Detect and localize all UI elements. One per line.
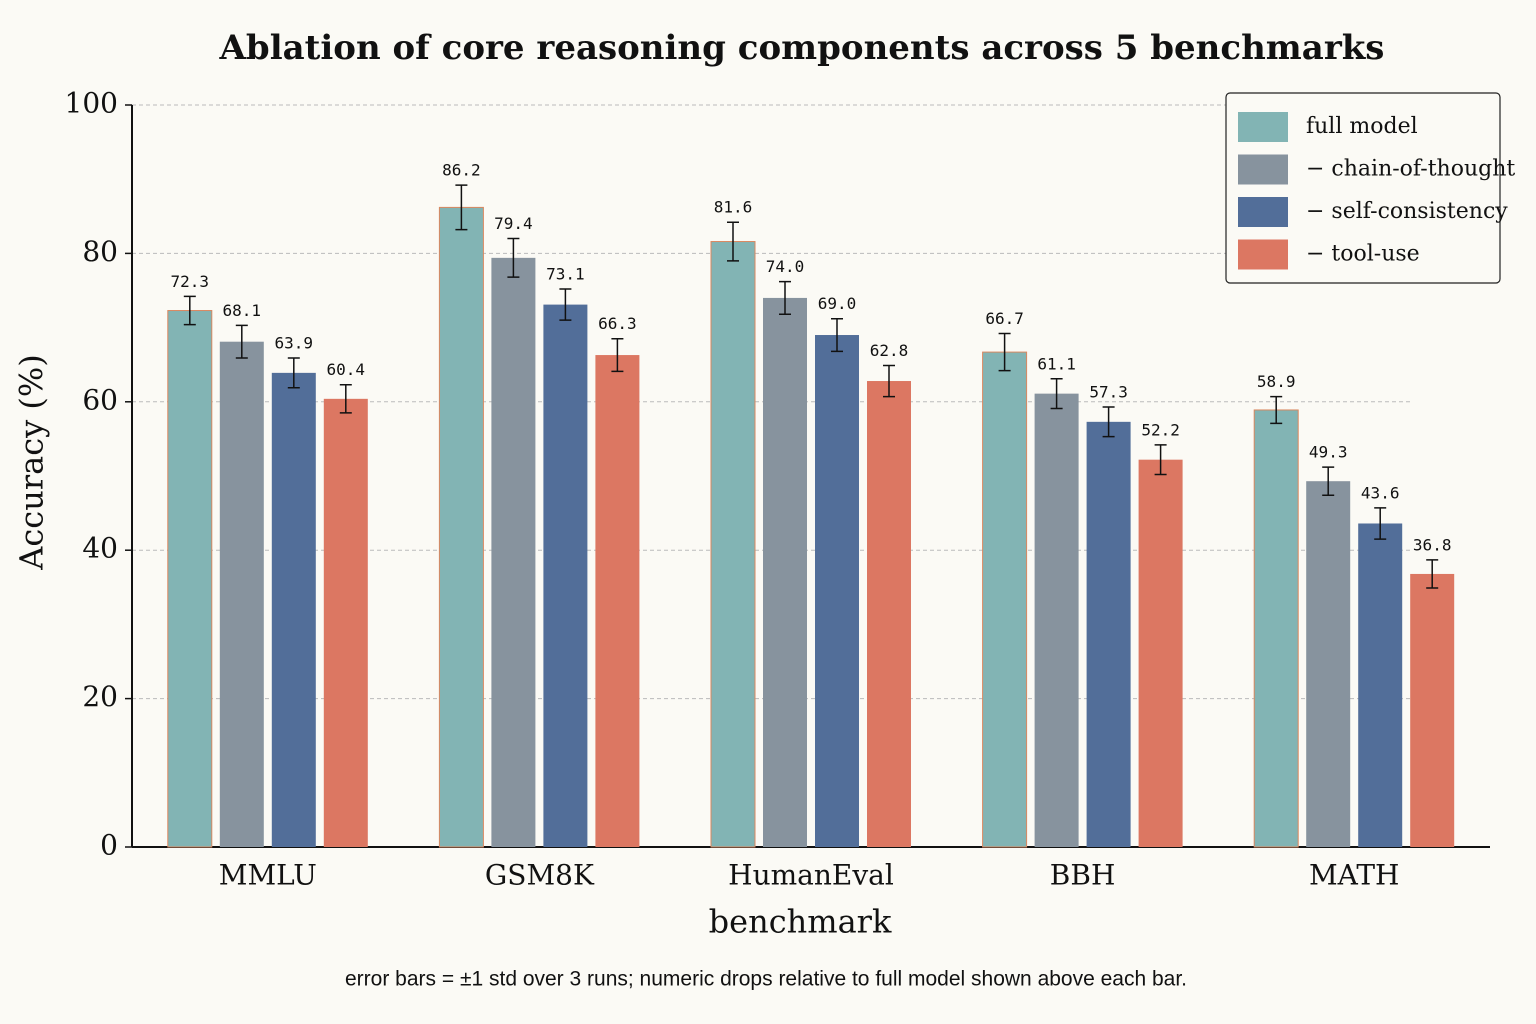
value-label: 74.0: [766, 257, 805, 276]
bar: [219, 341, 264, 847]
x-tick-label: GSM8K: [485, 859, 595, 892]
error-bar: [183, 295, 196, 326]
error-bar: [727, 221, 739, 262]
error-bar: [1102, 406, 1115, 438]
error-bar: [998, 332, 1011, 372]
value-label: 68.1: [223, 301, 262, 320]
bar: [1410, 573, 1455, 847]
value-label: 86.2: [442, 161, 481, 180]
bar: [323, 398, 368, 847]
bar: [1253, 409, 1299, 848]
bar: [543, 304, 588, 847]
footnote: error bars = ±1 std over 3 runs; numeric…: [345, 968, 1187, 991]
legend-label: − self-consistency: [1306, 199, 1508, 224]
legend-swatch: [1238, 112, 1288, 142]
error-bar: [1050, 378, 1063, 410]
bar: [1034, 393, 1079, 847]
bar: [595, 355, 640, 847]
legend-swatch: [1238, 239, 1288, 270]
y-tick-label: 20: [82, 680, 118, 713]
value-label: 79.4: [494, 214, 533, 233]
error-bar: [1270, 395, 1283, 425]
error-bar: [1374, 507, 1387, 540]
value-label: 62.8: [870, 341, 909, 360]
value-label: 52.2: [1141, 420, 1180, 439]
x-tick-label: BBH: [1050, 859, 1116, 892]
error-bar: [287, 357, 300, 389]
legend-swatch: [1238, 154, 1288, 185]
value-label: 63.9: [275, 334, 314, 353]
error-bar: [1322, 466, 1335, 497]
value-label: 66.7: [985, 309, 1024, 328]
error-bar: [883, 364, 895, 398]
error-bar: [1426, 559, 1439, 589]
x-tick-label: MMLU: [219, 859, 317, 892]
error-bar: [339, 383, 352, 414]
legend-label: − chain-of-thought: [1306, 157, 1515, 182]
legend-swatch: [1238, 197, 1288, 227]
error-bar: [1154, 444, 1167, 476]
y-tick-label: 80: [82, 235, 118, 268]
value-label: 36.8: [1413, 535, 1452, 554]
value-label: 43.6: [1361, 483, 1400, 502]
y-tick-label: 40: [82, 532, 118, 565]
value-label: 49.3: [1309, 443, 1348, 462]
value-label: 81.6: [714, 198, 753, 217]
value-label: 58.9: [1257, 372, 1296, 391]
legend-label: full model: [1306, 114, 1418, 139]
bar: [491, 257, 536, 847]
error-bar: [611, 337, 624, 373]
value-label: 73.1: [546, 265, 585, 284]
bar: [1358, 523, 1403, 847]
error-bar: [831, 317, 843, 353]
y-tick-label: 100: [65, 87, 118, 120]
value-label: 61.1: [1037, 354, 1076, 373]
value-label: 57.3: [1089, 382, 1128, 401]
y-axis-label: Accuracy (%): [13, 354, 51, 570]
value-label: 60.4: [327, 360, 366, 379]
error-bar: [779, 280, 791, 315]
bar: [271, 372, 316, 847]
bar: [1086, 421, 1131, 847]
x-tick-label: MATH: [1309, 859, 1399, 892]
value-label: 72.3: [171, 272, 210, 291]
bar: [1138, 459, 1183, 847]
error-bar: [455, 184, 468, 231]
bar: [763, 297, 807, 847]
value-label: 66.3: [598, 314, 637, 333]
error-bar: [235, 324, 248, 359]
x-tick-label: HumanEval: [728, 859, 894, 892]
value-label: 69.0: [818, 294, 857, 313]
legend-box: [1225, 92, 1501, 284]
x-axis-label: benchmark: [709, 903, 892, 941]
y-tick-label: 60: [82, 383, 118, 416]
bar: [710, 241, 756, 848]
legend-label: − tool-use: [1306, 242, 1420, 267]
bar: [867, 381, 911, 847]
bar: [1306, 481, 1351, 847]
chart-title: Ablation of core reasoning components ac…: [219, 28, 1385, 68]
error-bar: [507, 237, 520, 278]
bar: [982, 351, 1028, 848]
y-tick-label: 0: [100, 829, 118, 862]
error-bar: [559, 288, 572, 321]
bar: [438, 206, 484, 848]
bar: [815, 335, 859, 847]
bar: [167, 310, 213, 848]
